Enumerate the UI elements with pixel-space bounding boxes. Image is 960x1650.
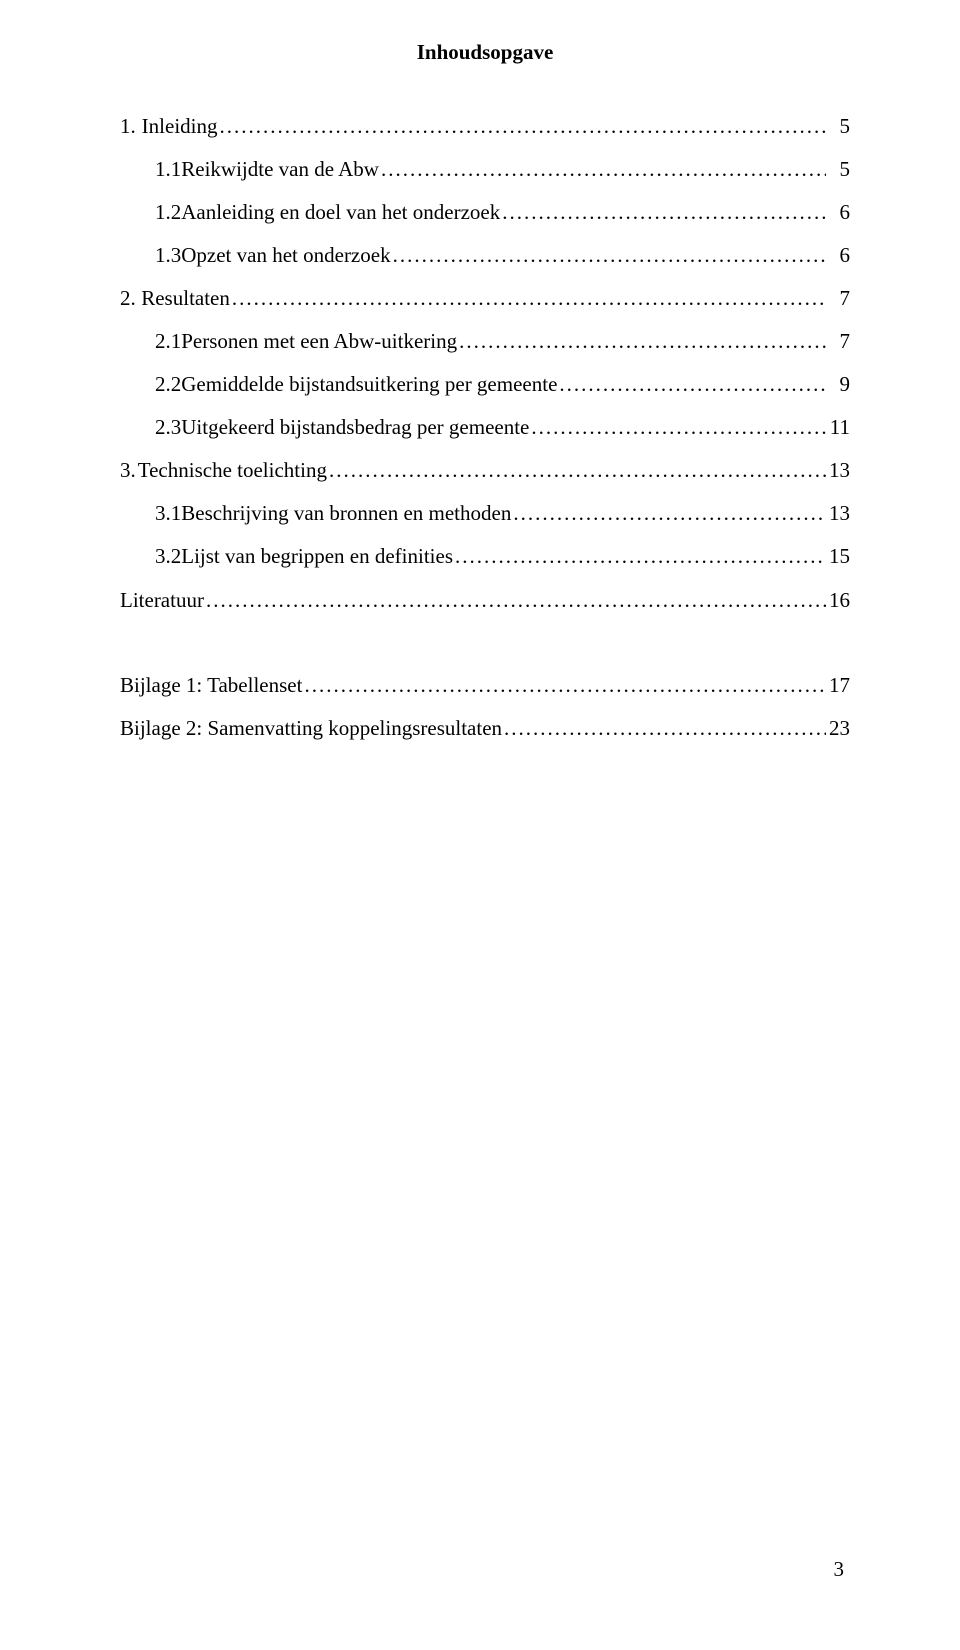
toc-label: Aanleiding en doel van het onderzoek [181,191,500,234]
toc-label: Resultaten [141,277,230,320]
toc-leader [379,148,826,191]
toc-label: Lijst van begrippen en definities [181,535,453,578]
toc-label: Uitgekeerd bijstandsbedrag per gemeente [181,406,529,449]
page: Inhoudsopgave 1. Inleiding 5 1.1 Reikwij… [0,0,960,1650]
toc-label: Opzet van het onderzoek [181,234,390,277]
toc-entry: 1.3 Opzet van het onderzoek 6 [155,234,850,277]
toc-page: 11 [826,406,850,449]
toc-label: Inleiding [142,105,218,148]
toc-leader [302,664,826,707]
toc-number: 1.1 [155,148,181,191]
toc-gap [120,622,850,664]
toc-entry: 2. Resultaten 7 [120,277,850,320]
toc-number: 1.2 [155,191,181,234]
toc-leader [557,363,826,406]
toc-entry: 2.2 Gemiddelde bijstandsuitkering per ge… [155,363,850,406]
toc-number: 2. [120,277,141,320]
toc-number: 2.2 [155,363,181,406]
toc-leader [502,707,826,750]
toc-label: Beschrijving van bronnen en methoden [181,492,511,535]
toc-entry: 1.1 Reikwijdte van de Abw 5 [155,148,850,191]
toc-leader [204,579,826,622]
toc-leader [500,191,826,234]
toc-page: 5 [826,105,850,148]
toc-number: 1.3 [155,234,181,277]
toc-number: 2.1 [155,320,181,363]
page-title: Inhoudsopgave [120,40,850,65]
toc-entry: 2.1 Personen met een Abw-uitkering 7 [155,320,850,363]
page-number: 3 [834,1557,845,1582]
toc-page: 15 [826,535,850,578]
toc-entry: Bijlage 2: Samenvatting koppelingsresult… [120,707,850,750]
toc-leader [230,277,826,320]
toc-leader [453,535,826,578]
toc-label: Bijlage 2: Samenvatting koppelingsresult… [120,707,502,750]
toc-label: Gemiddelde bijstandsuitkering per gemeen… [181,363,557,406]
table-of-contents: 1. Inleiding 5 1.1 Reikwijdte van de Abw… [120,105,850,750]
toc-page: 16 [826,579,850,622]
toc-page: 9 [826,363,850,406]
toc-page: 6 [826,234,850,277]
toc-label: Bijlage 1: Tabellenset [120,664,302,707]
toc-page: 13 [826,449,850,492]
toc-label: Literatuur [120,579,204,622]
toc-entry: 3.1 Beschrijving van bronnen en methoden… [155,492,850,535]
toc-number: 3. [120,449,138,492]
toc-page: 13 [826,492,850,535]
toc-label: Personen met een Abw-uitkering [181,320,457,363]
toc-page: 7 [826,320,850,363]
toc-page: 17 [826,664,850,707]
toc-leader [529,406,826,449]
toc-entry: 3. Technische toelichting 13 [120,449,850,492]
toc-number: 1. [120,105,142,148]
toc-page: 6 [826,191,850,234]
toc-number: 2.3 [155,406,181,449]
toc-leader [457,320,826,363]
toc-leader [327,449,826,492]
toc-leader [391,234,826,277]
toc-entry: 3.2 Lijst van begrippen en definities 15 [155,535,850,578]
toc-entry: 1.2 Aanleiding en doel van het onderzoek… [155,191,850,234]
toc-entry: 1. Inleiding 5 [120,105,850,148]
toc-number: 3.2 [155,535,181,578]
toc-page: 7 [826,277,850,320]
toc-leader [511,492,826,535]
toc-label: Reikwijdte van de Abw [181,148,379,191]
toc-page: 23 [826,707,850,750]
toc-number: 3.1 [155,492,181,535]
toc-page: 5 [826,148,850,191]
toc-leader [218,105,827,148]
toc-entry: Literatuur 16 [120,579,850,622]
toc-entry: 2.3 Uitgekeerd bijstandsbedrag per gemee… [155,406,850,449]
toc-entry: Bijlage 1: Tabellenset 17 [120,664,850,707]
toc-label: Technische toelichting [138,449,327,492]
